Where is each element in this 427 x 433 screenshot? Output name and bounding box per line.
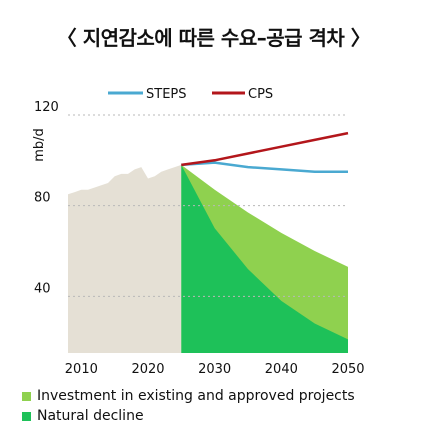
legend-item-natural-decline: Natural decline	[22, 406, 355, 426]
historical-supply-area	[68, 164, 182, 353]
y-tick-label-40: 40	[34, 281, 51, 296]
y-tick-label-80: 80	[34, 191, 51, 206]
cps-line	[181, 131, 349, 167]
legend-cps-label: CPS	[248, 87, 273, 102]
natural-decline-area	[181, 164, 348, 353]
x-tick-label-2030: 2030	[198, 362, 231, 377]
legend-item-investment: Investment in existing and approved proj…	[22, 386, 355, 406]
x-tick-label-2010: 2010	[65, 362, 98, 377]
y-tick-label-120: 120	[34, 100, 59, 115]
legend-label-investment: Investment in existing and approved proj…	[37, 388, 355, 404]
bottom-legend: Investment in existing and approved proj…	[22, 386, 355, 426]
x-tick-label-2040: 2040	[265, 362, 298, 377]
x-tick-label-2050: 2050	[331, 362, 364, 377]
x-tick-label-2020: 2020	[131, 362, 164, 377]
y-axis-label: mb/d	[32, 128, 47, 162]
legend-label-natural-decline: Natural decline	[37, 408, 144, 424]
natural-decline-swatch	[22, 411, 31, 421]
steps-line	[181, 161, 348, 173]
legend-steps-label: STEPS	[146, 87, 187, 102]
chart-title: 〈 지연감소에 따른 수요–공급 격차 〉	[56, 26, 371, 50]
investment-swatch	[22, 391, 31, 401]
